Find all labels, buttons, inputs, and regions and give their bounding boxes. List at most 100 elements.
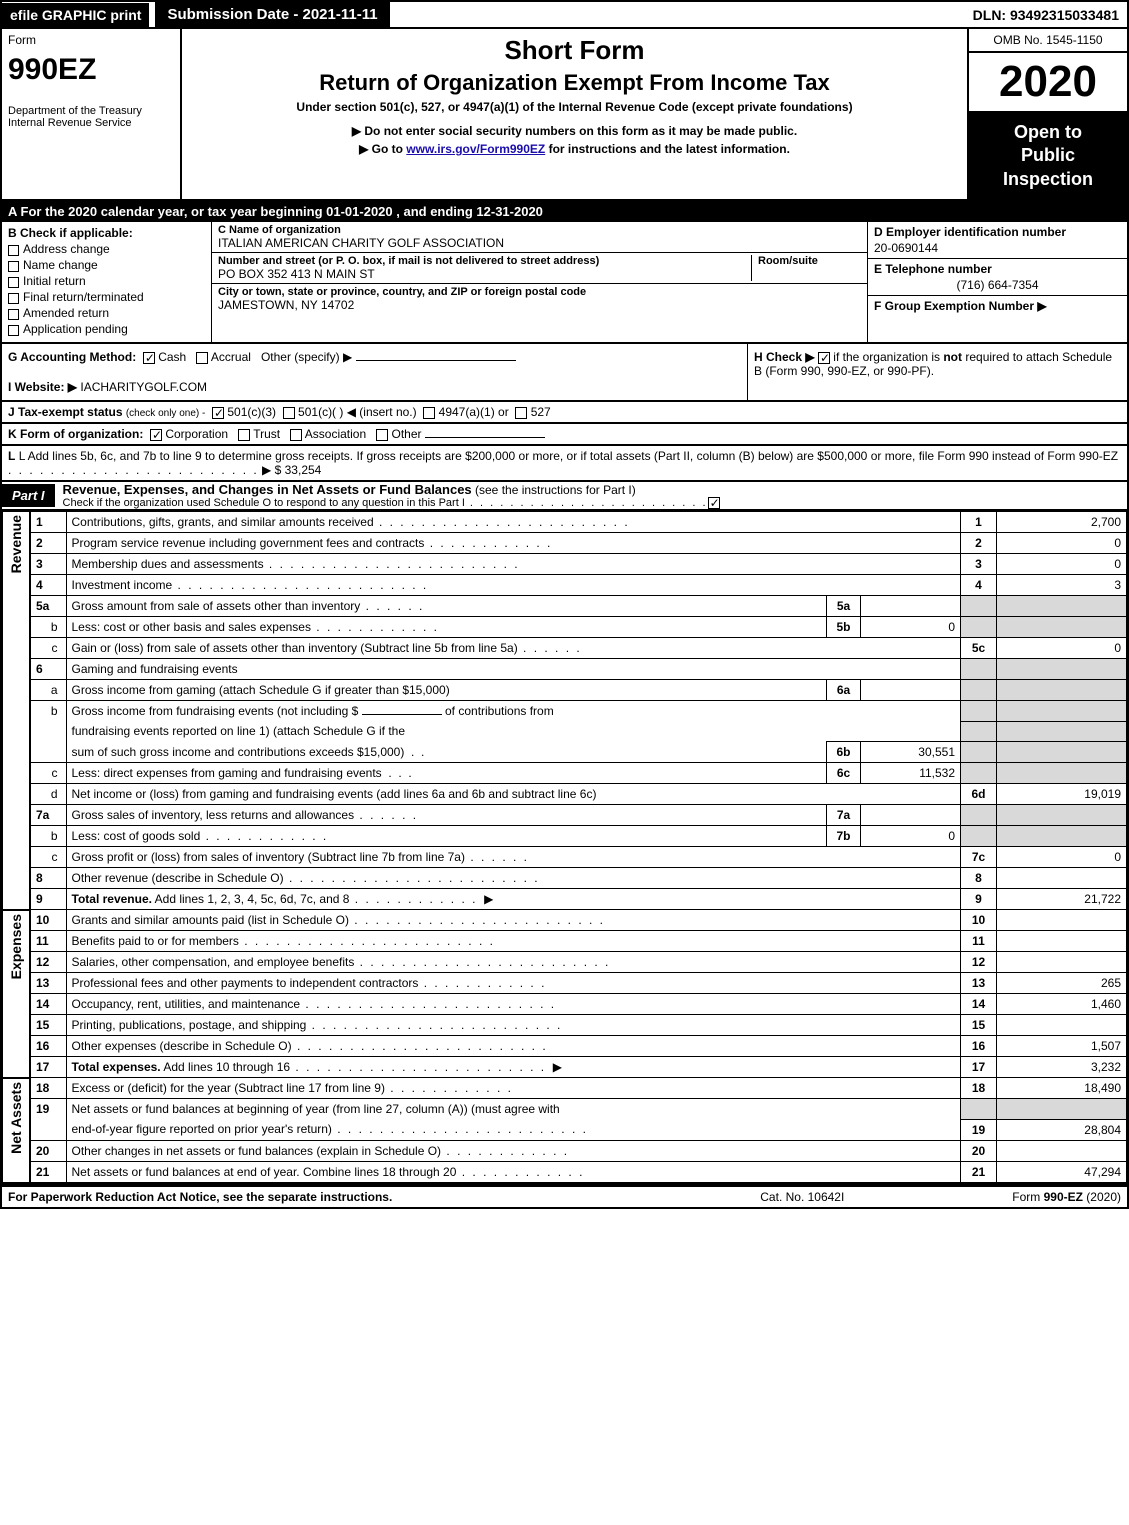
- check-501c3[interactable]: [212, 407, 224, 419]
- part1-title: Revenue, Expenses, and Changes in Net As…: [63, 482, 472, 497]
- row-20: 20 Other changes in net assets or fund b…: [3, 1140, 1127, 1161]
- part1-check-line: Check if the organization used Schedule …: [63, 497, 726, 509]
- row-7b: b Less: cost of goods sold 7b 0: [3, 826, 1127, 847]
- row-19-1: 19 Net assets or fund balances at beginn…: [3, 1099, 1127, 1120]
- part1-title-sub: (see the instructions for Part I): [475, 483, 636, 497]
- check-application-pending[interactable]: Application pending: [8, 322, 205, 336]
- efile-print[interactable]: efile GRAPHIC print: [2, 3, 149, 27]
- irs-link[interactable]: www.irs.gov/Form990EZ: [406, 142, 545, 156]
- net-assets-label: Net Assets: [8, 1082, 24, 1154]
- page-footer: For Paperwork Reduction Act Notice, see …: [0, 1185, 1129, 1209]
- section-c: C Name of organization ITALIAN AMERICAN …: [212, 222, 867, 342]
- j-o3: 4947(a)(1) or: [439, 405, 509, 419]
- row-1: Revenue 1 Contributions, gifts, grants, …: [3, 512, 1127, 533]
- org-city: JAMESTOWN, NY 14702: [218, 298, 861, 312]
- section-b: B Check if applicable: Address change Na…: [2, 222, 212, 342]
- open-line1: Open to: [973, 121, 1123, 144]
- website[interactable]: IACHARITYGOLF.COM: [80, 380, 207, 394]
- tax-year: 2020: [969, 53, 1127, 113]
- check-name-change[interactable]: Name change: [8, 258, 205, 272]
- dept-treasury: Department of the Treasury: [8, 105, 174, 117]
- k-o1: Corporation: [165, 427, 228, 441]
- g-other-input[interactable]: [356, 360, 516, 361]
- submission-date: Submission Date - 2021-11-11: [153, 2, 391, 27]
- short-form-title: Short Form: [190, 35, 959, 66]
- row-7c: c Gross profit or (loss) from sales of i…: [3, 847, 1127, 868]
- row-6: 6 Gaming and fundraising events: [3, 659, 1127, 680]
- under-section: Under section 501(c), 527, or 4947(a)(1)…: [190, 100, 959, 114]
- section-l: L L Add lines 5b, 6c, and 7b to line 9 t…: [0, 446, 1129, 482]
- info-grid: B Check if applicable: Address change Na…: [0, 222, 1129, 344]
- row-5c: c Gain or (loss) from sale of assets oth…: [3, 638, 1127, 659]
- row-16: 16 Other expenses (describe in Schedule …: [3, 1036, 1127, 1057]
- row-6b-3: sum of such gross income and contributio…: [3, 742, 1127, 763]
- check-4947[interactable]: [423, 407, 435, 419]
- go-to-pre: ▶ Go to: [359, 142, 406, 156]
- k-other-input[interactable]: [425, 437, 545, 438]
- g-cash: Cash: [158, 350, 186, 364]
- check-amended-return[interactable]: Amended return: [8, 306, 205, 320]
- footer-center: Cat. No. 10642I: [560, 1190, 844, 1204]
- row-4: 4 Investment income 4 3: [3, 575, 1127, 596]
- ssn-warning: ▶ Do not enter social security numbers o…: [190, 124, 959, 138]
- j-o4: 527: [531, 405, 551, 419]
- open-line2: Public: [973, 144, 1123, 167]
- row-6c: c Less: direct expenses from gaming and …: [3, 763, 1127, 784]
- c-name-label: C Name of organization: [218, 224, 861, 236]
- check-501c[interactable]: [283, 407, 295, 419]
- g-accrual: Accrual: [211, 350, 251, 364]
- g-label: G Accounting Method:: [8, 350, 136, 364]
- check-trust[interactable]: [238, 429, 250, 441]
- dept-irs: Internal Revenue Service: [8, 117, 174, 129]
- ein: 20-0690144: [874, 239, 1121, 255]
- open-line3: Inspection: [973, 168, 1123, 191]
- check-h[interactable]: [818, 352, 830, 364]
- top-bar: efile GRAPHIC print Submission Date - 20…: [0, 0, 1129, 29]
- check-schedule-o[interactable]: [708, 497, 720, 509]
- tax-year-row: A For the 2020 calendar year, or tax yea…: [0, 201, 1129, 222]
- f-label: F Group Exemption Number ▶: [874, 299, 1121, 313]
- form-word: Form: [8, 33, 174, 47]
- go-to-line: ▶ Go to www.irs.gov/Form990EZ for instru…: [190, 142, 959, 156]
- c-addr-label: Number and street (or P. O. box, if mail…: [218, 255, 751, 267]
- k-o4: Other: [392, 427, 422, 441]
- open-to-public: Open to Public Inspection: [969, 113, 1127, 199]
- section-b-header: B Check if applicable:: [8, 226, 205, 240]
- row-11: 11 Benefits paid to or for members 11: [3, 931, 1127, 952]
- row-12: 12 Salaries, other compensation, and emp…: [3, 952, 1127, 973]
- section-h: H Check ▶ if the organization is not req…: [747, 344, 1127, 400]
- row-5a: 5a Gross amount from sale of assets othe…: [3, 596, 1127, 617]
- header-center: Short Form Return of Organization Exempt…: [182, 29, 967, 199]
- check-other-org[interactable]: [376, 429, 388, 441]
- row-2: 2 Program service revenue including gove…: [3, 533, 1127, 554]
- l-arrow: ▶: [262, 463, 271, 477]
- footer-right: Form 990-EZ (2020): [1012, 1190, 1121, 1204]
- row-8: 8 Other revenue (describe in Schedule O)…: [3, 868, 1127, 889]
- check-accrual[interactable]: [196, 352, 208, 364]
- section-j: J Tax-exempt status (check only one) - 5…: [0, 402, 1129, 424]
- row-15: 15 Printing, publications, postage, and …: [3, 1015, 1127, 1036]
- check-address-change[interactable]: Address change: [8, 242, 205, 256]
- form-header: Form 990EZ Department of the Treasury In…: [0, 29, 1129, 201]
- footer-left: For Paperwork Reduction Act Notice, see …: [8, 1190, 392, 1204]
- part1-tag: Part I: [2, 484, 55, 507]
- row-7a: 7a Gross sales of inventory, less return…: [3, 805, 1127, 826]
- k-o2: Trust: [253, 427, 280, 441]
- go-to-post: for instructions and the latest informat…: [545, 142, 790, 156]
- section-def: D Employer identification number 20-0690…: [867, 222, 1127, 342]
- check-assoc[interactable]: [290, 429, 302, 441]
- omb-number: OMB No. 1545-1150: [969, 29, 1127, 53]
- row-3: 3 Membership dues and assessments 3 0: [3, 554, 1127, 575]
- check-final-return[interactable]: Final return/terminated: [8, 290, 205, 304]
- check-527[interactable]: [515, 407, 527, 419]
- check-corp[interactable]: [150, 429, 162, 441]
- row-21: 21 Net assets or fund balances at end of…: [3, 1161, 1127, 1182]
- part1-table: Revenue 1 Contributions, gifts, grants, …: [0, 511, 1129, 1185]
- e-label: E Telephone number: [874, 262, 1121, 276]
- k-o3: Association: [305, 427, 366, 441]
- check-cash[interactable]: [143, 352, 155, 364]
- section-k: K Form of organization: Corporation Trus…: [0, 424, 1129, 446]
- part1-header: Part I Revenue, Expenses, and Changes in…: [0, 482, 1129, 511]
- check-initial-return[interactable]: Initial return: [8, 274, 205, 288]
- c-city-label: City or town, state or province, country…: [218, 286, 861, 298]
